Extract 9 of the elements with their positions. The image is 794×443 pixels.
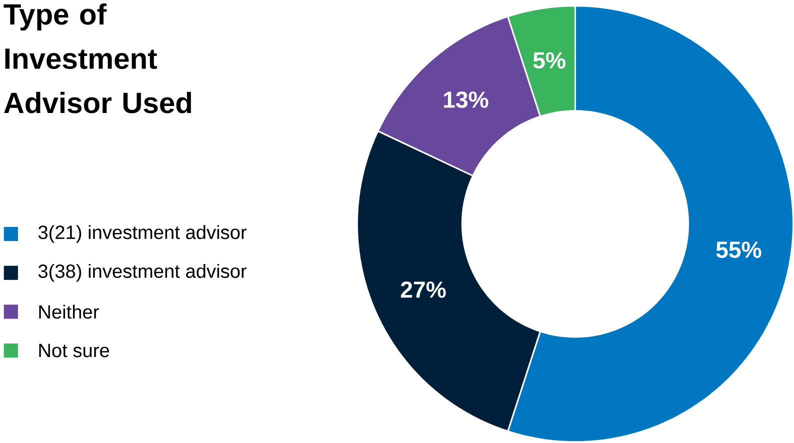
data-label: 55% bbox=[716, 242, 762, 258]
data-label: 13% bbox=[444, 92, 488, 108]
legend-label: Not sure bbox=[39, 344, 110, 358]
legend-label: 3(38) investment advisor bbox=[38, 264, 247, 282]
data-label: 5% bbox=[533, 52, 566, 69]
legend-label: Neither bbox=[39, 304, 99, 319]
data-label: 27% bbox=[400, 282, 446, 298]
legend-label: 3(21) investment advisor bbox=[38, 225, 247, 244]
text: Type of Investment Advisor Used bbox=[4, 3, 192, 114]
